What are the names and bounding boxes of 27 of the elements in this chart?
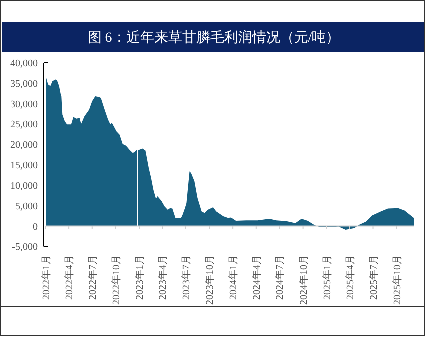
x-tick-label: 2023年7月 [180, 255, 192, 300]
x-tick-label: 2023年4月 [157, 255, 170, 300]
y-tick-label: 5,000 [16, 201, 38, 212]
y-tick-label: 30,000 [10, 99, 38, 110]
x-tick-label: 2023年1月 [134, 255, 146, 300]
x-tick-label: 2022年1月 [40, 255, 52, 300]
x-tick-label: 2024年1月 [228, 255, 240, 300]
x-tick-label: 2023年10月 [204, 255, 216, 305]
y-tick-label: 25,000 [10, 120, 38, 131]
y-tick-label: 15,000 [10, 160, 38, 172]
chart-title: 图 6：近年来草甘膦毛利润情况（元/吨） [88, 30, 340, 46]
x-tick-label: 2022年7月 [86, 255, 99, 300]
x-tick-label: 2025年4月 [344, 255, 356, 300]
y-tick-label: 20,000 [10, 140, 38, 152]
x-tick-label: 2024年7月 [274, 255, 286, 300]
x-tick-label: 2025年1月 [321, 255, 334, 300]
x-tick-label: 2024年10月 [298, 255, 310, 305]
x-tick-label: 2024年4月 [250, 255, 263, 300]
y-tick-label: 35,000 [10, 78, 38, 90]
y-tick-label: -5,000 [12, 242, 38, 254]
x-tick-label: 2022年4月 [64, 255, 76, 300]
x-tick-label: 2025年7月 [368, 255, 380, 300]
y-tick-label: 40,000 [10, 58, 38, 70]
x-tick-label: 2022年10月 [110, 255, 122, 305]
y-tick-label: 10,000 [10, 180, 38, 192]
y-tick-label: 0 [33, 222, 38, 233]
x-tick-label: 2025年10月 [391, 255, 404, 305]
